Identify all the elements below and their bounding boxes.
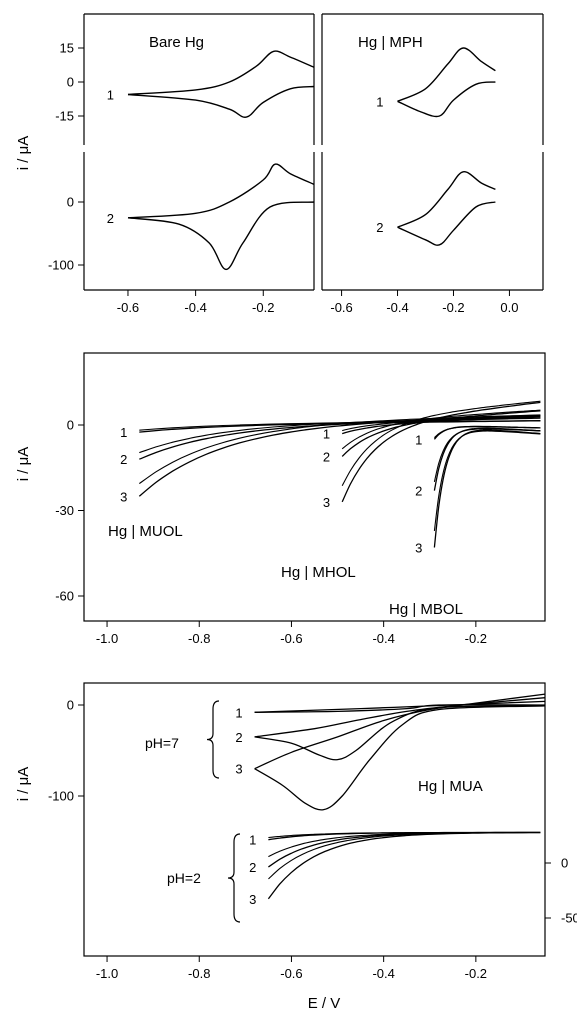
panel1-series-1-lower — [127, 85, 315, 118]
panel1-series-2-lower — [127, 201, 315, 271]
panel3-annotation: Hg | MUOL — [108, 523, 183, 540]
panel1-x-tick-label: -0.4 — [184, 300, 206, 315]
panel3-annotation: Hg | MBOL — [389, 601, 463, 618]
panel3-series-label: 1 — [415, 432, 422, 447]
panel3-y-tick-label: 0 — [67, 418, 74, 433]
panel3-series-label: 2 — [415, 484, 422, 499]
panel1-title: Bare Hg — [149, 34, 204, 51]
panel4-frame — [83, 682, 546, 957]
panel2-series-2-upper — [397, 171, 496, 228]
panel4-series-label: 3 — [249, 892, 256, 907]
panel2-x-tick-label: -0.6 — [330, 300, 352, 315]
panel4-y-tick-label: 0 — [67, 698, 74, 713]
panel2-frame — [321, 13, 544, 291]
panel2-series-1-label: 1 — [376, 94, 383, 109]
panel4-ph7-series-1-cathodic — [254, 704, 546, 713]
panel1-x-tick-label: -0.6 — [117, 300, 139, 315]
panel2-series-2-label: 2 — [376, 220, 383, 235]
panel4-annotation-ph2: pH=2 — [167, 870, 201, 886]
panel1-y-tick-label: 0 — [67, 75, 74, 90]
panel3-hgmbol-series-3-forward — [433, 429, 541, 548]
panel3-y-tick-label: -60 — [55, 589, 74, 604]
panel4-ph7-series-3-anodic — [254, 693, 546, 770]
panel3-y-tick-label: -30 — [55, 503, 74, 518]
y-axis-label-top: i / μA — [15, 136, 32, 170]
panel3-hgmbol-series-3-reverse — [433, 430, 541, 531]
panel4-ph7-series-1-anodic — [254, 700, 546, 713]
panel4-series-label: 2 — [235, 730, 242, 745]
panel4-title: Hg | MUA — [418, 778, 483, 795]
y-axis-label-middle: i / μA — [15, 447, 32, 481]
panel3-hgmuol-series-2-forward — [139, 417, 541, 460]
panel4-y2-tick-label: 0 — [561, 856, 568, 871]
panel3-hgmhol-series-3-forward — [341, 401, 541, 503]
panel2-series-1-lower — [397, 81, 496, 118]
panel4-ph2-series-3-reverse — [268, 831, 541, 880]
panel4-ph2-brace — [227, 833, 241, 923]
panel3-hgmuol-series-3-reverse — [138, 414, 541, 485]
y-axis-label-bottom: i / μA — [15, 767, 32, 801]
panel4-x-tick-label: -0.6 — [280, 966, 302, 981]
panel4-x-tick-label: -1.0 — [96, 966, 118, 981]
panel4-ph7-series-3-cathodic — [254, 705, 546, 811]
panel3-hgmhol-series-1-forward — [342, 415, 541, 435]
panel2-x-tick-label: -0.2 — [442, 300, 464, 315]
panel1-y-tick-label: -15 — [55, 109, 74, 124]
panel4-series-label: 3 — [235, 762, 242, 777]
panel1-series-1-upper — [127, 50, 315, 96]
panel4-annotation-ph7: pH=7 — [145, 735, 179, 751]
panel4-ph7-brace — [206, 700, 220, 779]
panel1-y-tick-label: 15 — [60, 41, 74, 56]
panel1-y-tick-label: -100 — [48, 258, 74, 273]
panel4-x-tick-label: -0.4 — [372, 966, 394, 981]
panel1-y-tick-label: 0 — [67, 195, 74, 210]
panel3-series-label: 2 — [120, 452, 127, 467]
panel4-series-label: 1 — [235, 705, 242, 720]
panel3-series-label: 3 — [120, 489, 127, 504]
panel1-series-2-label: 2 — [107, 211, 114, 226]
panel3-x-tick-label: -0.4 — [372, 631, 394, 646]
panel4-ph7-series-2-cathodic — [254, 705, 546, 761]
panel4-series-label: 2 — [249, 860, 256, 875]
panel3-x-tick-label: -0.6 — [280, 631, 302, 646]
panel3-series-label: 1 — [323, 427, 330, 442]
panel4-ph2-series-2-forward — [268, 831, 541, 868]
panel2-x-tick-label: -0.4 — [386, 300, 408, 315]
panel4-series-label: 1 — [249, 833, 256, 848]
panel3-hgmuol-series-3-forward — [138, 414, 541, 497]
x-axis-label: E / V — [308, 995, 341, 1012]
panel3-frame — [83, 352, 546, 622]
panel3-series-label: 3 — [415, 541, 422, 556]
panel3-x-tick-label: -0.8 — [188, 631, 210, 646]
panel1-series-1-label: 1 — [107, 87, 114, 102]
panel3-hgmuol-series-2-reverse — [139, 417, 541, 454]
panel1-series-2-upper — [127, 163, 315, 219]
panel4-x-tick-label: -0.8 — [188, 966, 210, 981]
panel3-hgmbol-series-2-forward — [433, 427, 541, 491]
panel3-x-tick-label: -1.0 — [96, 631, 118, 646]
panel2-series-2-lower — [397, 201, 496, 246]
panel4-y2-tick-label: -50 — [561, 911, 577, 926]
panel2-x-tick-label: 0.0 — [500, 300, 518, 315]
panel1-frame — [83, 13, 315, 291]
panel3-series-label: 3 — [323, 495, 330, 510]
panel4-y-tick-label: -100 — [48, 789, 74, 804]
panel3-series-label: 1 — [120, 425, 127, 440]
panel3-x-tick-label: -0.2 — [465, 631, 487, 646]
panel3-annotation: Hg | MHOL — [281, 564, 356, 581]
panel3-hgmhol-series-3-reverse — [341, 400, 541, 487]
panel3-hgmbol-series-2-reverse — [433, 428, 541, 483]
charts-layer: 15 0 -15 0 -100 -0.6 -0.4 -0.2 -0.6 -0.4 -0.2 0.0 Ba… — [48, 13, 577, 981]
panel1-x-tick-label: -0.2 — [252, 300, 274, 315]
panel2-series-1-upper — [397, 47, 496, 102]
panel3-series-label: 2 — [323, 449, 330, 464]
panel4-x-tick-label: -0.2 — [465, 966, 487, 981]
panel3-hgmbol-series-1-reverse — [434, 426, 541, 439]
panel3-hgmhol-series-2-forward — [341, 410, 541, 457]
panel2-title: Hg | MPH — [358, 34, 423, 51]
